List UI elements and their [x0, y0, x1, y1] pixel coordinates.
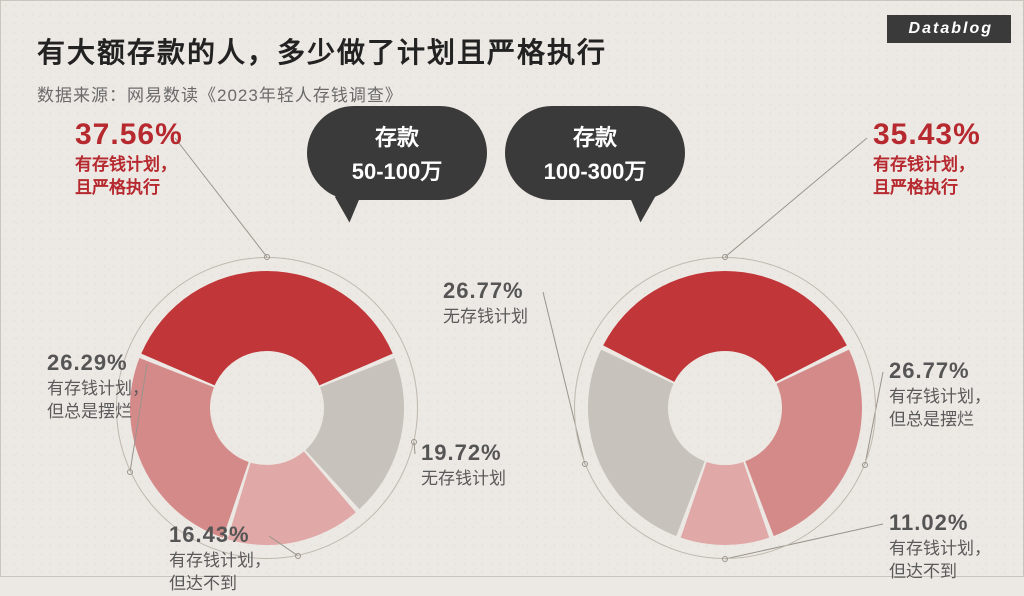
bubble-right-l2: 100-300万 [544, 154, 647, 186]
label-right-fail-pct: 11.02% [889, 510, 991, 536]
leader-dot-right-strict [722, 254, 728, 260]
label-right-fail: 11.02%有存钱计划，但达不到 [889, 510, 991, 584]
bubble-right-tail [623, 192, 655, 224]
chart-area: 存款50-100万37.56%有存钱计划，且严格执行19.72%无存钱计划16.… [1, 106, 1024, 578]
donut-right-outline [574, 257, 876, 559]
label-right-strict-pct: 35.43% [873, 118, 981, 152]
page-title: 有大额存款的人，多少做了计划且严格执行 [37, 31, 607, 71]
leader-right-strict [725, 138, 867, 257]
label-right-noplan-desc: 无存钱计划 [443, 306, 528, 329]
leader-dot-right-fail [722, 556, 728, 562]
header: 有大额存款的人，多少做了计划且严格执行 数据来源：网易数读《2023年轻人存钱调… [37, 31, 607, 106]
bubble-right-l1: 存款 [573, 120, 617, 152]
bubble-right: 存款100-300万 [505, 106, 685, 200]
leader-dot-right-slack [862, 462, 868, 468]
label-right-slack-desc: 有存钱计划，但总是摆烂 [889, 386, 991, 432]
label-right-noplan-pct: 26.77% [443, 278, 528, 304]
label-right-strict-desc: 有存钱计划，且严格执行 [873, 154, 981, 200]
label-right-noplan: 26.77%无存钱计划 [443, 278, 528, 329]
data-source: 数据来源：网易数读《2023年轻人存钱调查》 [37, 81, 607, 106]
watermark-tab: Datablog [887, 15, 1011, 43]
label-right-slack-pct: 26.77% [889, 358, 991, 384]
label-right-strict: 35.43%有存钱计划，且严格执行 [873, 118, 981, 200]
label-right-slack: 26.77%有存钱计划，但总是摆烂 [889, 358, 991, 432]
